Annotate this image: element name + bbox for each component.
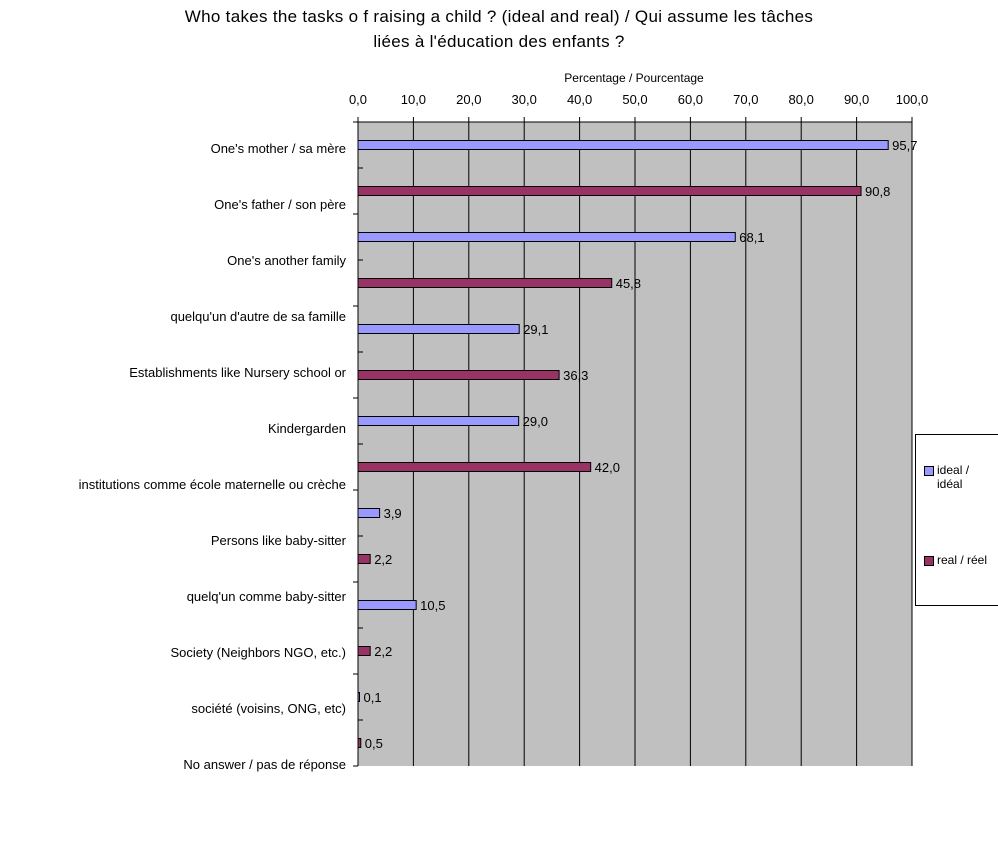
data-label: 45,8	[616, 276, 641, 291]
x-tick-label: 10,0	[401, 92, 426, 107]
x-tick-label: 40,0	[567, 92, 592, 107]
category-label: société (voisins, ONG, etc)	[191, 701, 346, 716]
category-label: One's another family	[227, 253, 346, 268]
category-label: One's mother / sa mère	[211, 141, 346, 156]
bar-real	[357, 278, 613, 288]
data-label: 90,8	[865, 184, 890, 199]
category-label: One's father / son père	[214, 197, 346, 212]
data-label: 0,5	[365, 736, 383, 751]
data-label: 36,3	[563, 368, 588, 383]
x-tick-label: 100,0	[896, 92, 929, 107]
chart-title-line-2: liées à l'éducation des enfants ?	[373, 32, 625, 51]
x-tick-label: 60,0	[678, 92, 703, 107]
bar-real	[357, 554, 371, 564]
data-label: 2,2	[374, 644, 392, 659]
chart-title-line-1: Who takes the tasks o f raising a child …	[184, 7, 814, 26]
bar-real	[357, 462, 592, 472]
legend-label-ideal-2: idéal	[937, 477, 963, 491]
data-label: 29,0	[523, 414, 548, 429]
x-axis-title: Percentage / Pourcentage	[564, 71, 704, 85]
data-label: 10,5	[420, 598, 445, 613]
bar-ideal	[357, 140, 889, 150]
category-label: No answer / pas de réponse	[183, 757, 346, 772]
legend-label-ideal-1: ideal /	[937, 463, 970, 477]
category-label: Establishments like Nursery school or	[129, 365, 346, 380]
bar-ideal	[357, 324, 520, 334]
bar-ideal	[357, 416, 520, 426]
category-label: institutions comme école maternelle ou c…	[79, 477, 346, 492]
x-tick-label: 80,0	[789, 92, 814, 107]
bar-real	[357, 646, 371, 656]
category-label: quelqu'un d'autre de sa famille	[170, 309, 346, 324]
bar-ideal	[357, 508, 381, 518]
data-label: 3,9	[384, 506, 402, 521]
bar-ideal	[357, 600, 417, 610]
data-label: 2,2	[374, 552, 392, 567]
category-label: quelq'un comme baby-sitter	[187, 589, 347, 604]
bar-ideal	[357, 232, 736, 242]
legend-label-real: real / réel	[937, 553, 988, 567]
data-label: 68,1	[739, 230, 764, 245]
bar-real	[357, 738, 362, 748]
data-label: 95,7	[892, 138, 917, 153]
data-label: 0,1	[364, 690, 382, 705]
x-tick-label: 20,0	[456, 92, 481, 107]
data-label: 42,0	[595, 460, 620, 475]
x-tick-label: 70,0	[733, 92, 758, 107]
x-tick-label: 90,0	[844, 92, 869, 107]
category-label: Persons like baby-sitter	[211, 533, 347, 548]
bar-real	[357, 186, 862, 196]
x-tick-label: 30,0	[512, 92, 537, 107]
x-tick-label: 50,0	[622, 92, 647, 107]
legend-swatch-real	[924, 556, 934, 566]
legend: ideal / idéal real / réel	[915, 434, 998, 606]
category-label: Kindergarden	[268, 421, 346, 436]
x-tick-label: 0,0	[349, 92, 367, 107]
bar-real	[357, 370, 560, 380]
data-label: 29,1	[523, 322, 548, 337]
bar-ideal	[357, 692, 360, 702]
legend-swatch-ideal	[924, 466, 934, 476]
category-label: Society (Neighbors NGO, etc.)	[170, 645, 346, 660]
